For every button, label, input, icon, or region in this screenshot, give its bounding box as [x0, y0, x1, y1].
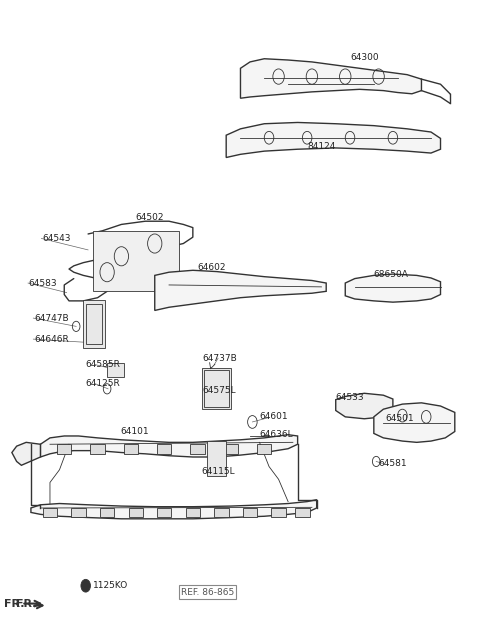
- Bar: [186, 508, 200, 517]
- Bar: [243, 508, 257, 517]
- Polygon shape: [155, 270, 326, 310]
- Bar: [86, 304, 102, 344]
- Text: 68650A: 68650A: [374, 269, 408, 278]
- Text: 64602: 64602: [198, 263, 226, 272]
- Bar: [124, 444, 138, 454]
- Text: 64125R: 64125R: [86, 380, 120, 388]
- Text: FR.: FR.: [16, 598, 36, 609]
- Polygon shape: [336, 394, 393, 419]
- Bar: [129, 508, 143, 517]
- Circle shape: [81, 579, 90, 592]
- Polygon shape: [240, 59, 421, 99]
- Text: 64575L: 64575L: [203, 385, 236, 395]
- Bar: [43, 508, 57, 517]
- Text: 64583: 64583: [28, 278, 57, 287]
- Text: 64101: 64101: [120, 427, 149, 436]
- Bar: [214, 508, 228, 517]
- Text: 64115L: 64115L: [202, 467, 235, 476]
- Text: 84124: 84124: [307, 141, 336, 150]
- Text: 64585R: 64585R: [86, 360, 120, 369]
- Text: 64502: 64502: [136, 213, 164, 222]
- Polygon shape: [345, 274, 441, 302]
- Text: 64533: 64533: [336, 393, 364, 403]
- Bar: [93, 231, 179, 291]
- Text: 64747B: 64747B: [35, 314, 69, 323]
- Bar: [271, 508, 286, 517]
- Text: 64646R: 64646R: [35, 335, 70, 344]
- Bar: [207, 441, 226, 476]
- Bar: [84, 300, 105, 348]
- Polygon shape: [226, 122, 441, 157]
- Bar: [257, 444, 271, 454]
- Text: 64501: 64501: [386, 414, 414, 423]
- Polygon shape: [40, 435, 298, 457]
- Bar: [107, 364, 124, 378]
- Bar: [100, 508, 114, 517]
- Text: 64543: 64543: [43, 234, 72, 243]
- Text: 64300: 64300: [350, 53, 379, 62]
- Bar: [204, 371, 229, 406]
- Text: FR.: FR.: [4, 598, 24, 609]
- Text: 64636L: 64636L: [260, 430, 293, 439]
- Polygon shape: [374, 403, 455, 442]
- Bar: [72, 508, 86, 517]
- Bar: [157, 444, 171, 454]
- Bar: [295, 508, 310, 517]
- Text: 64581: 64581: [379, 459, 407, 468]
- Bar: [90, 444, 105, 454]
- Text: 64737B: 64737B: [203, 354, 237, 363]
- Polygon shape: [31, 500, 317, 519]
- Bar: [224, 444, 238, 454]
- Bar: [191, 444, 205, 454]
- Polygon shape: [12, 442, 40, 465]
- Bar: [203, 368, 231, 409]
- Text: REF. 86-865: REF. 86-865: [181, 588, 234, 596]
- Text: 1125KO: 1125KO: [93, 581, 128, 590]
- Bar: [157, 508, 171, 517]
- Bar: [57, 444, 72, 454]
- Text: 64601: 64601: [260, 412, 288, 421]
